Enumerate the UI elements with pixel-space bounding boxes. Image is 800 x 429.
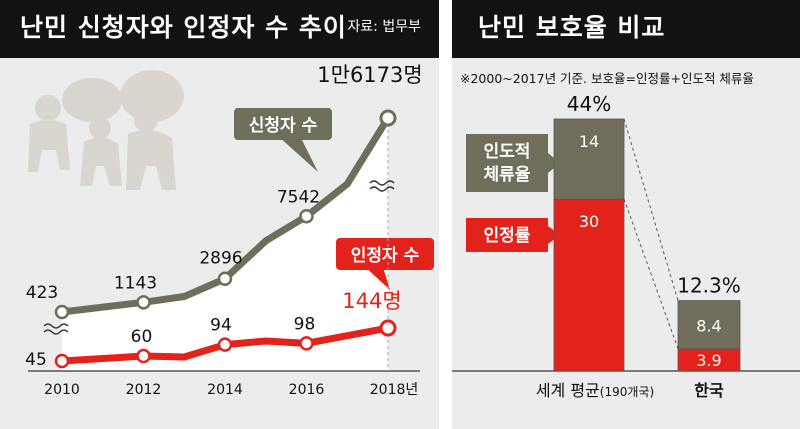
series-1-marker — [136, 348, 151, 364]
humanitarian-legend: 인도적 체류율 — [466, 134, 560, 192]
series-0-point-label: 1143 — [114, 273, 157, 293]
line-chart-header: 난민 신청자와 인정자 수 추이 자료: 법무부 — [0, 0, 439, 58]
series-0-marker — [217, 271, 233, 286]
bar-category-label: 한국 — [694, 381, 724, 400]
series-0-marker — [54, 304, 70, 320]
bar-0-segment-1-label: 14 — [579, 132, 599, 151]
humanitarian-legend-line2: 체류율 — [484, 165, 531, 185]
line-chart-svg: 신청자 수 인정자 수 423 1143 2896 7542 1만6173명 45 60 94… — [25, 63, 434, 398]
bar-1-total-label: 12.3% — [677, 274, 741, 298]
series-0-point-label: 7542 — [277, 187, 320, 207]
axis-break-mark-right — [369, 180, 395, 192]
x-tick-label: 2014 — [207, 382, 243, 398]
series-1-marker — [379, 319, 397, 337]
applicants-legend-label: 신청자 수 — [249, 115, 318, 136]
series-1-point-label: 98 — [294, 314, 316, 334]
protection-rate-note: ※2000~2017년 기준. 보호율=인정률+인도적 체류율 — [460, 71, 754, 86]
series-0-point-label: 2896 — [199, 249, 242, 269]
bar-0-total-label: 44% — [567, 92, 611, 116]
bar-1-segment-1 — [677, 300, 741, 350]
recognized-callout: 인정자 수 — [336, 238, 434, 290]
axis-break-mark-left — [43, 323, 69, 335]
series-1-point-label: 60 — [131, 327, 153, 347]
recognition-legend-label: 인정률 — [484, 226, 531, 246]
applicants-callout-box — [234, 108, 332, 140]
humanitarian-legend-line1: 인도적 — [484, 142, 531, 162]
bar-1-segment-1-label: 8.4 — [696, 317, 721, 336]
x-tick-label: 2016 — [289, 382, 325, 398]
bar-0-segment-1 — [553, 118, 625, 200]
x-tick-label: 2012 — [126, 382, 162, 398]
bar-1-segment-0-label: 3.9 — [696, 351, 721, 370]
line-chart-panel: 난민 신청자와 인정자 수 추이 자료: 법무부 — [0, 0, 439, 429]
bar-chart-panel: 난민 보호율 비교 ※2000~2017년 기준. 보호율=인정률+인도적 체류… — [452, 0, 800, 429]
series-0-point-label: 423 — [26, 283, 58, 303]
series-1-marker — [299, 336, 314, 351]
line-chart-title: 난민 신청자와 인정자 수 추이 — [20, 13, 347, 42]
bar-0-segment-0 — [553, 198, 625, 372]
bar-0-segment-0-label: 30 — [579, 212, 599, 231]
series-1-point-label: 94 — [210, 316, 232, 336]
series-0-marker — [379, 109, 397, 127]
bar-category-label: 세계 평균(190개국) — [536, 381, 654, 400]
humanitarian-legend-box — [466, 134, 548, 192]
recognition-legend-box — [466, 218, 548, 252]
series-0-marker — [299, 209, 314, 224]
series-1-point-label: 144명 — [342, 289, 401, 313]
bar-category-suffix: (190개국) — [600, 385, 654, 399]
series-0-marker — [136, 295, 151, 310]
bar-category-name: 한국 — [694, 381, 724, 400]
bar-chart-svg: ※2000~2017년 기준. 보호율=인정률+인도적 체류율 인도적 체류율 … — [452, 71, 800, 400]
recognized-callout-pointer — [362, 264, 390, 290]
bar-chart-header: 난민 보호율 비교 — [452, 0, 800, 58]
bar-connector-line — [623, 118, 679, 301]
applicants-callout-pointer — [278, 136, 318, 172]
refugee-family-illustration — [28, 70, 184, 190]
series-1-marker — [54, 353, 70, 369]
recognized-callout-box — [336, 238, 434, 270]
bar-connector-line — [623, 199, 679, 349]
x-tick-label: 2010 — [44, 382, 80, 398]
x-tick-label: 2018년 — [370, 382, 419, 398]
recognition-legend: 인정률 — [466, 218, 560, 252]
applicants-callout: 신청자 수 — [234, 108, 332, 172]
series-0-point-label: 1만6173명 — [317, 63, 422, 87]
recognized-legend-label: 인정자 수 — [351, 246, 420, 266]
source-label: 자료: 법무부 — [347, 19, 421, 35]
bar-chart-title: 난민 보호율 비교 — [478, 13, 666, 42]
series-1-marker — [217, 337, 233, 352]
bar-category-name: 세계 평균 — [536, 381, 600, 400]
series-1-point-label: 45 — [25, 350, 47, 370]
